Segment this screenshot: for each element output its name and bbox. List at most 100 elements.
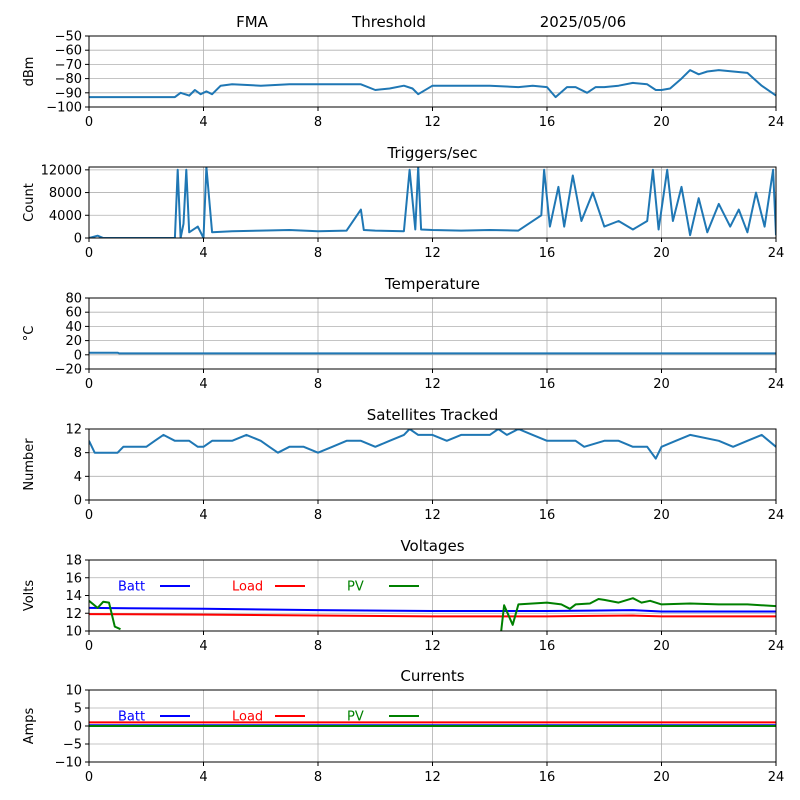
y-tick-label: 10	[65, 684, 82, 699]
y-tick-label: 4	[74, 470, 82, 485]
panel-voltages: 0 4 8 12 16 20 24 10 12 14 16 18 Voltages Volts Batt Lo…	[22, 537, 784, 654]
legend-label-batt: Batt	[118, 580, 145, 595]
series-line-pv	[500, 597, 776, 631]
y-tick-label: 5	[74, 702, 82, 717]
series-line-pv	[89, 600, 121, 631]
panel-currents: 0 4 8 12 16 20 24 −10 −5 0 5 10 Currents Amps Batt Load…	[22, 667, 784, 785]
series-group	[89, 167, 776, 238]
y-tick-label: −100	[46, 101, 82, 116]
x-tick-label: 8	[314, 246, 322, 261]
y-tick-label: 20	[65, 334, 82, 349]
x-tick-label: 12	[424, 639, 441, 654]
x-tick-label: 0	[85, 246, 93, 261]
header-left: FMA	[236, 13, 269, 31]
x-tick-label: 4	[199, 770, 207, 785]
x-tick-label: 4	[199, 246, 207, 261]
x-tick-label: 8	[314, 639, 322, 654]
x-tick-label: 8	[314, 377, 322, 392]
series-group	[89, 351, 776, 355]
legend-label-batt: Batt	[118, 710, 145, 725]
x-tick-label: 20	[653, 639, 670, 654]
x-tick-label: 20	[653, 246, 670, 261]
y-tick-label: 0	[74, 348, 82, 363]
series-line-threshold	[89, 69, 776, 99]
x-tick-label: 20	[653, 115, 670, 130]
legend-label-load: Load	[232, 580, 263, 595]
x-tick-label: 24	[768, 246, 785, 261]
y-tick-label: −70	[55, 58, 82, 73]
y-tick-label: 4000	[49, 209, 82, 224]
x-tick-label: 0	[85, 115, 93, 130]
series-line-batt	[89, 606, 776, 613]
series-group	[89, 429, 776, 460]
y-tick-label: 0	[74, 720, 82, 735]
y-tick-label: 12000	[41, 163, 82, 178]
y-axis-label-triggers: Count	[22, 183, 37, 222]
x-tick-label: 20	[653, 377, 670, 392]
chart-title-voltages: Voltages	[400, 537, 464, 555]
y-tick-label: 12	[65, 607, 82, 622]
x-tick-label: 20	[653, 770, 670, 785]
x-tick-label: 4	[199, 639, 207, 654]
y-tick-label: 40	[65, 320, 82, 335]
x-tick-label: 12	[424, 377, 441, 392]
series-group	[89, 597, 776, 631]
x-tick-label: 8	[314, 770, 322, 785]
y-tick-label: 0	[74, 232, 82, 247]
y-axis-label-temperature: °C	[22, 326, 37, 342]
chart-title-temperature: Temperature	[384, 275, 480, 293]
y-tick-label: −90	[55, 86, 82, 101]
x-tick-label: 8	[314, 508, 322, 523]
x-tick-label: 16	[539, 246, 556, 261]
y-tick-label: 12	[65, 423, 82, 438]
chart-title-satellites: Satellites Tracked	[367, 406, 498, 424]
y-tick-label: −80	[55, 72, 82, 87]
x-tick-label: 12	[424, 770, 441, 785]
x-tick-label: 24	[768, 770, 785, 785]
x-tick-label: 8	[314, 115, 322, 130]
legend-label-load: Load	[232, 710, 263, 725]
legend-label-pv: PV	[347, 580, 364, 595]
series-line-triggers	[89, 167, 776, 238]
chart-title-currents: Currents	[400, 667, 464, 685]
y-tick-label: 80	[65, 292, 82, 307]
panel-triggers: 0 4 8 12 16 20 24 0 4000 8000 12000 Triggers/sec Cou…	[22, 144, 784, 261]
x-tick-label: 24	[768, 377, 785, 392]
x-tick-label: 0	[85, 508, 93, 523]
x-tick-label: 20	[653, 508, 670, 523]
x-tick-label: 4	[199, 115, 207, 130]
y-axis-label-currents: Amps	[22, 707, 37, 744]
y-tick-label: −10	[55, 756, 82, 771]
y-tick-label: 8	[74, 446, 82, 461]
y-tick-label: 60	[65, 306, 82, 321]
x-tick-label: 24	[768, 115, 785, 130]
x-tick-label: 24	[768, 639, 785, 654]
legend-label-pv: PV	[347, 710, 364, 725]
x-tick-label: 0	[85, 377, 93, 392]
y-tick-label: −50	[55, 30, 82, 45]
x-tick-label: 16	[539, 115, 556, 130]
y-tick-label: 18	[65, 554, 82, 569]
x-tick-label: 16	[539, 639, 556, 654]
y-axis-label-voltages: Volts	[22, 580, 37, 612]
header-middle: Threshold	[351, 13, 426, 31]
series-line-satellites	[89, 429, 776, 460]
x-tick-label: 24	[768, 508, 785, 523]
y-axis-label-satellites: Number	[22, 438, 37, 491]
x-tick-label: 4	[199, 508, 207, 523]
y-tick-label: −5	[63, 738, 82, 753]
header-right: 2025/05/06	[540, 13, 626, 31]
x-tick-label: 16	[539, 508, 556, 523]
x-tick-label: 12	[424, 246, 441, 261]
series-group	[89, 69, 776, 99]
x-tick-label: 16	[539, 377, 556, 392]
y-tick-label: 8000	[49, 186, 82, 201]
x-tick-label: 12	[424, 115, 441, 130]
series-line-temperature	[89, 351, 776, 355]
y-tick-label: 10	[65, 625, 82, 640]
panel-threshold: 0 4 8 12 16 20 24 −100−90−80−70−60−50 dBm	[22, 30, 784, 131]
series-group	[89, 721, 776, 727]
